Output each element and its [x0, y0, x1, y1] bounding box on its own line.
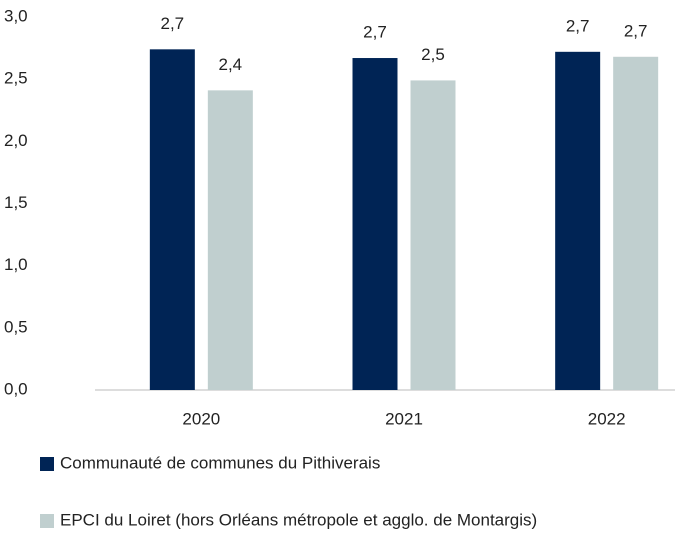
value-label: 2,7 [566, 16, 590, 35]
bar [352, 58, 398, 390]
value-label: 2,7 [363, 23, 387, 42]
bar [149, 49, 195, 391]
value-label: 2,5 [421, 45, 445, 64]
legend-label: Communauté de communes du Pithiverais [60, 453, 380, 472]
legend-label: EPCI du Loiret (hors Orléans métropole e… [60, 510, 537, 529]
y-tick-label: 3,0 [4, 6, 28, 25]
y-tick-label: 1,0 [4, 255, 28, 274]
bar [613, 56, 659, 390]
bar [410, 80, 456, 390]
y-tick-label: 2,5 [4, 69, 28, 88]
legend-swatch [40, 514, 54, 528]
bar [207, 90, 253, 391]
y-tick-label: 1,5 [4, 193, 28, 212]
bar [555, 51, 601, 391]
x-tick-label: 2022 [588, 409, 626, 428]
value-label: 2,4 [219, 55, 243, 74]
x-tick-label: 2021 [385, 409, 423, 428]
value-label: 2,7 [624, 21, 648, 40]
value-label: 2,7 [161, 14, 185, 33]
y-tick-label: 0,5 [4, 317, 28, 336]
x-tick-label: 2020 [182, 409, 220, 428]
legend-swatch [40, 457, 54, 471]
y-tick-label: 2,0 [4, 131, 28, 150]
y-tick-label: 0,0 [4, 379, 28, 398]
